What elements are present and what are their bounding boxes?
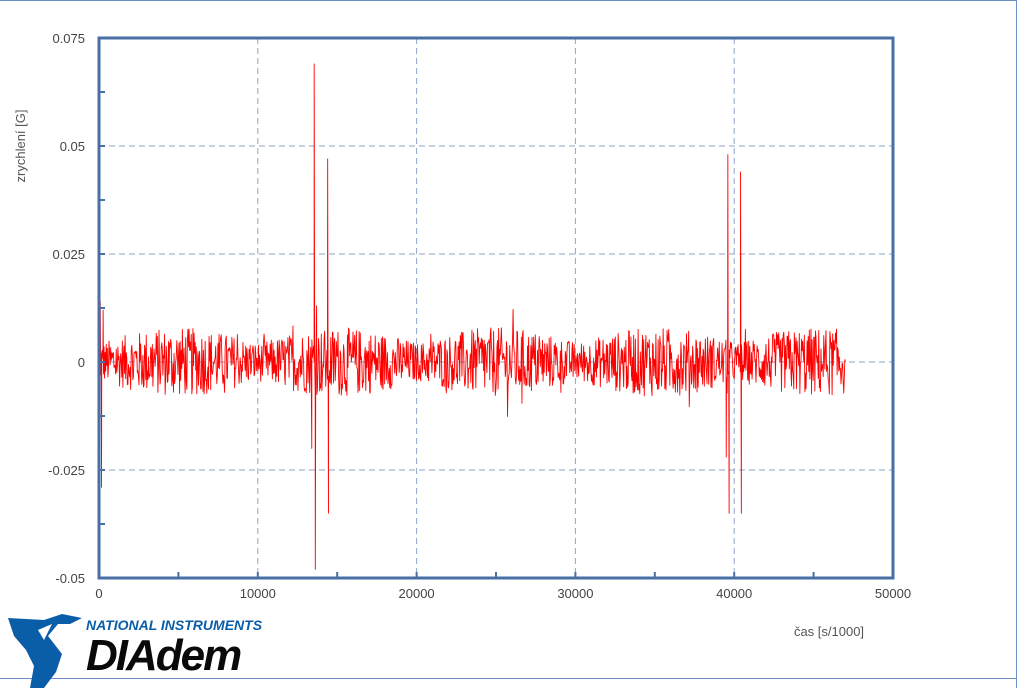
axes: [97, 36, 895, 580]
logo-product-text: DIAdem: [86, 631, 241, 680]
y-tick-label: 0.075: [52, 31, 85, 46]
y-tick-label: 0: [78, 355, 85, 370]
national-instruments-diadem-logo: NATIONAL INSTRUMENTS DIAdem: [8, 614, 263, 688]
y-tick-label: 0.025: [52, 247, 85, 262]
y-tick-label: 0.05: [60, 139, 85, 154]
y-tick-label: -0.05: [55, 571, 85, 586]
y-axis-title: zrychlení [G]: [13, 110, 28, 183]
series-line: [98, 63, 846, 570]
x-tick-label: 50000: [875, 586, 911, 601]
ni-eagle-detail: [38, 624, 52, 640]
series-layer: [98, 63, 846, 570]
x-tick-label: 0: [95, 586, 102, 601]
grid: [99, 38, 893, 578]
x-tick-label: 30000: [557, 586, 593, 601]
plot-border: [97, 36, 895, 580]
y-tick-label: -0.025: [48, 463, 85, 478]
tick-labels: 0 10000 20000 30000 40000 50000 -0.05 -0.025 0 0.…: [48, 31, 911, 601]
x-tick-label: 20000: [399, 586, 435, 601]
x-tick-label: 40000: [716, 586, 752, 601]
x-tick-label: 10000: [240, 586, 276, 601]
x-axis-title: čas [s/1000]: [794, 624, 864, 639]
logo-company-text: NATIONAL INSTRUMENTS: [86, 617, 263, 633]
ni-eagle-icon: [8, 614, 82, 688]
